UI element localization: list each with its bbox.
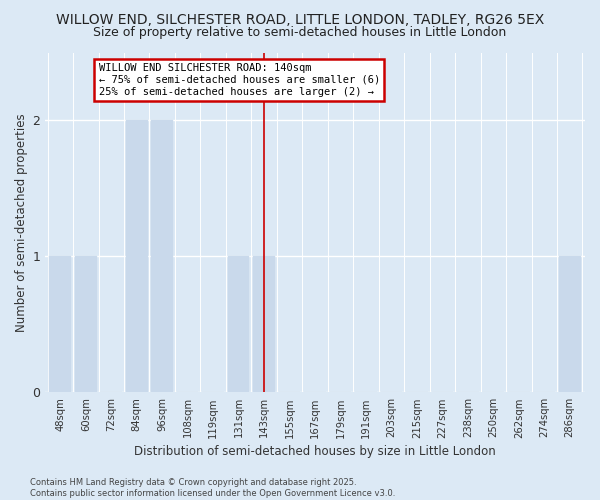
Text: Contains HM Land Registry data © Crown copyright and database right 2025.
Contai: Contains HM Land Registry data © Crown c… [30,478,395,498]
Bar [151,120,173,392]
Bar [253,256,275,392]
Text: WILLOW END, SILCHESTER ROAD, LITTLE LONDON, TADLEY, RG26 5EX: WILLOW END, SILCHESTER ROAD, LITTLE LOND… [56,12,544,26]
Bar [126,120,148,392]
Y-axis label: Number of semi-detached properties: Number of semi-detached properties [15,113,28,332]
Bar [75,256,97,392]
Text: WILLOW END SILCHESTER ROAD: 140sqm
← 75% of semi-detached houses are smaller (6): WILLOW END SILCHESTER ROAD: 140sqm ← 75%… [98,64,380,96]
Text: Size of property relative to semi-detached houses in Little London: Size of property relative to semi-detach… [94,26,506,39]
Bar [559,256,581,392]
Bar [49,256,71,392]
X-axis label: Distribution of semi-detached houses by size in Little London: Distribution of semi-detached houses by … [134,444,496,458]
Bar [228,256,250,392]
